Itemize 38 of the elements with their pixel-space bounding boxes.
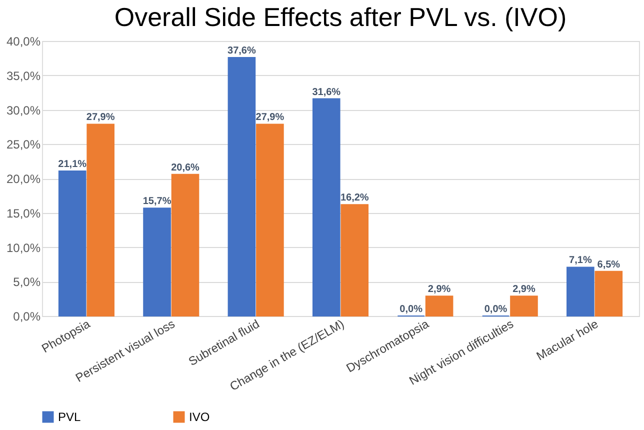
- bar: [510, 296, 538, 316]
- data-label: 2,9%: [428, 284, 451, 296]
- chart-title: Overall Side Effects after PVL vs. (IVO): [114, 2, 567, 32]
- data-label: 37,6%: [228, 46, 256, 56]
- data-label: 0,0%: [484, 304, 508, 315]
- y-tick-label: 40,0%: [6, 34, 41, 48]
- y-tick-label: 5,0%: [13, 275, 41, 290]
- bar: [58, 170, 86, 316]
- bar: [425, 296, 454, 316]
- y-tick-label: 15,0%: [6, 206, 41, 220]
- legend-label: PVL: [58, 410, 82, 424]
- bar: [312, 98, 340, 316]
- data-label: 15,7%: [142, 196, 172, 208]
- data-label: 27,9%: [256, 112, 284, 124]
- y-tick-label: 20,0%: [6, 172, 41, 186]
- bar: [594, 270, 623, 316]
- data-label: 6,5%: [597, 259, 620, 270]
- bar: [340, 204, 369, 316]
- bar: [86, 124, 114, 316]
- y-tick-label: 35,0%: [6, 68, 41, 83]
- y-tick-label: 30,0%: [6, 103, 41, 118]
- data-label: 2,9%: [512, 284, 536, 296]
- bar: [566, 266, 594, 316]
- legend-label: IVO: [189, 410, 210, 424]
- bar: [143, 208, 171, 316]
- y-tick-label: 25,0%: [6, 138, 41, 152]
- y-tick-label: 10,0%: [6, 240, 41, 255]
- data-label: 27,9%: [86, 112, 115, 124]
- data-label: 16,2%: [340, 192, 369, 204]
- data-label: 21,1%: [58, 158, 87, 170]
- bar: [228, 57, 256, 316]
- data-label: 7,1%: [569, 255, 592, 266]
- data-label: 20,6%: [171, 162, 200, 174]
- bar: [171, 174, 200, 316]
- data-label: 0,0%: [400, 304, 423, 315]
- bar: [256, 124, 284, 316]
- data-label: 31,6%: [312, 86, 341, 98]
- y-tick-label: 0,0%: [13, 310, 41, 324]
